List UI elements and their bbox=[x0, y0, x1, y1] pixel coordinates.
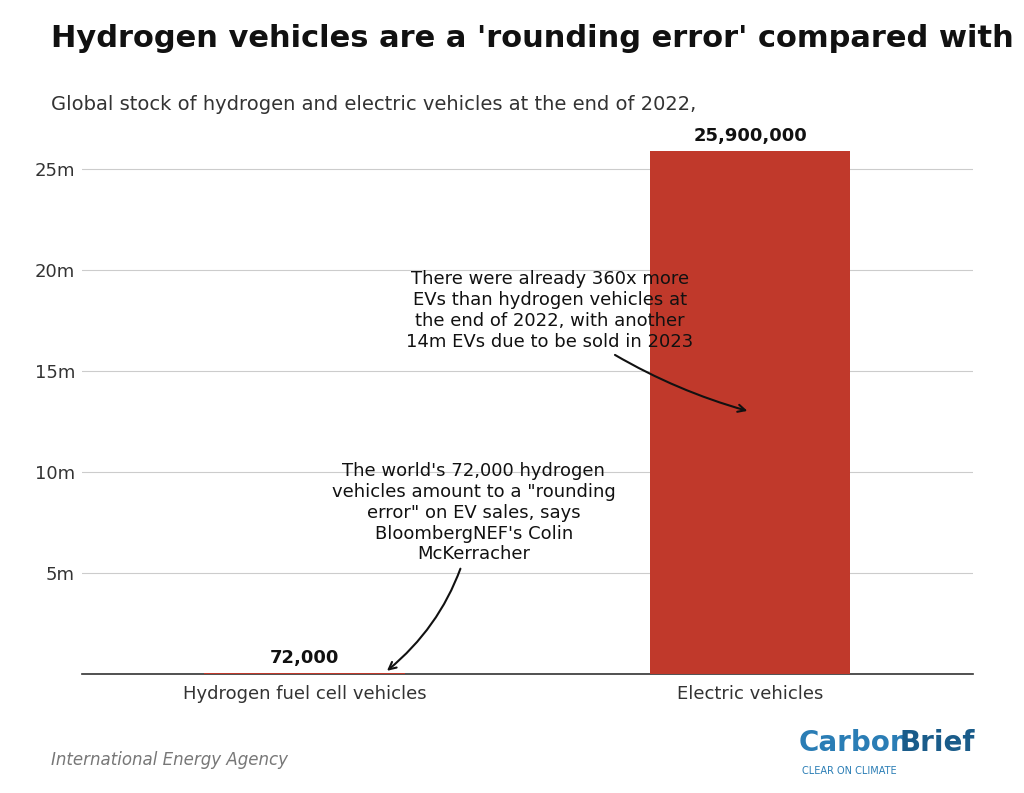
Bar bbox=[205, 672, 404, 674]
Text: CLEAR ON CLIMATE: CLEAR ON CLIMATE bbox=[802, 765, 896, 776]
Text: There were already 360x more
EVs than hydrogen vehicles at
the end of 2022, with: There were already 360x more EVs than hy… bbox=[406, 270, 745, 412]
Text: Global stock of hydrogen and electric vehicles at the end of 2022,: Global stock of hydrogen and electric ve… bbox=[51, 95, 696, 114]
Text: International Energy Agency: International Energy Agency bbox=[51, 751, 288, 769]
Bar bbox=[650, 151, 850, 674]
Text: Hydrogen vehicles are a 'rounding error' compared with EV sales: Hydrogen vehicles are a 'rounding error'… bbox=[51, 24, 1024, 53]
Text: Carbon: Carbon bbox=[799, 730, 910, 757]
Text: The world's 72,000 hydrogen
vehicles amount to a "rounding
error" on EV sales, s: The world's 72,000 hydrogen vehicles amo… bbox=[332, 462, 615, 669]
Text: 25,900,000: 25,900,000 bbox=[693, 127, 807, 145]
Text: Brief: Brief bbox=[899, 730, 975, 757]
Text: 72,000: 72,000 bbox=[270, 649, 339, 667]
